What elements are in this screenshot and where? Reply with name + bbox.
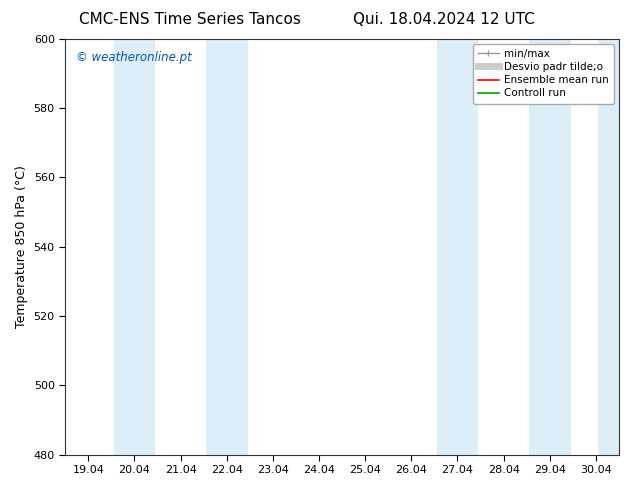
Bar [598, 39, 619, 455]
Text: © weatheronline.pt: © weatheronline.pt [76, 51, 192, 64]
Bar [113, 39, 155, 455]
Bar [529, 39, 571, 455]
Bar [437, 39, 478, 455]
Text: CMC-ENS Time Series Tancos: CMC-ENS Time Series Tancos [79, 12, 301, 27]
Bar [206, 39, 247, 455]
Legend: min/max, Desvio padr tilde;o, Ensemble mean run, Controll run: min/max, Desvio padr tilde;o, Ensemble m… [472, 44, 614, 103]
Text: Qui. 18.04.2024 12 UTC: Qui. 18.04.2024 12 UTC [353, 12, 534, 27]
Y-axis label: Temperature 850 hPa (°C): Temperature 850 hPa (°C) [15, 165, 28, 328]
